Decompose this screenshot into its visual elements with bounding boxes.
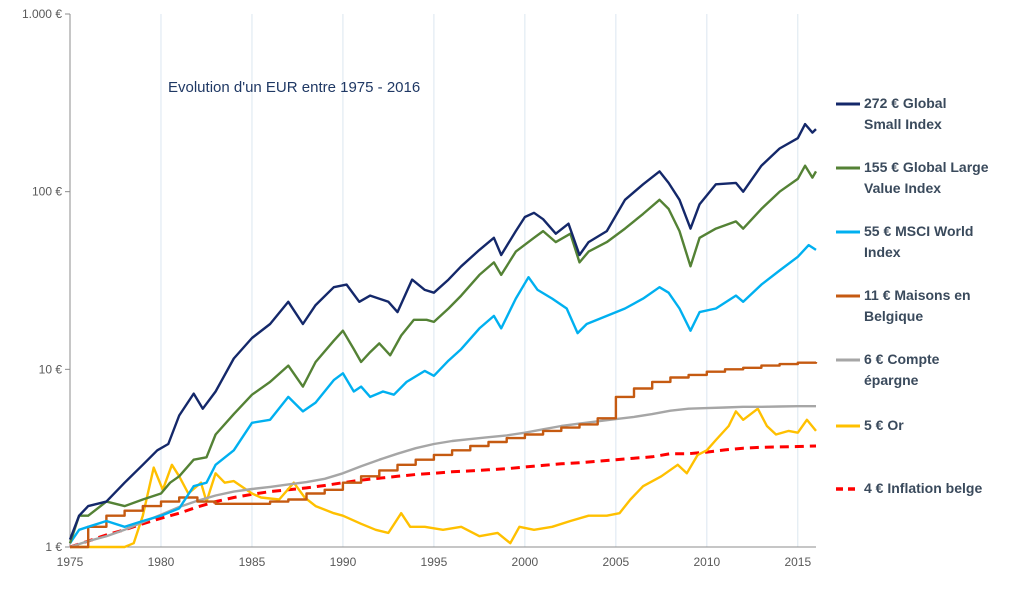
x-tick-label: 2015 bbox=[784, 555, 811, 569]
y-tick-label: 10 € bbox=[39, 362, 63, 376]
series-line-or bbox=[70, 407, 817, 549]
legend-label: Index bbox=[864, 244, 901, 260]
chart-title: Evolution d'un EUR entre 1975 - 2016 bbox=[168, 79, 420, 96]
series-layer bbox=[68, 122, 818, 549]
legend-label: 11 € Maisons en bbox=[864, 287, 971, 303]
y-tick-label: 100 € bbox=[32, 185, 62, 199]
legend-label: 155 € Global Large bbox=[864, 159, 989, 175]
legend-label: 55 € MSCI World bbox=[864, 223, 973, 239]
legend-label: 5 € Or bbox=[864, 417, 904, 433]
legend-label: Belgique bbox=[864, 308, 923, 324]
legend-label: 6 € Compte bbox=[864, 351, 940, 367]
x-tick-label: 1990 bbox=[330, 555, 357, 569]
x-tick-label: 2000 bbox=[512, 555, 539, 569]
x-tick-label: 1980 bbox=[148, 555, 175, 569]
series-line-msci-world-index bbox=[69, 243, 817, 544]
y-tick-label: 1.000 € bbox=[22, 7, 62, 21]
x-tick-label: 1985 bbox=[239, 555, 266, 569]
legend-label: Small Index bbox=[864, 116, 942, 132]
x-tick-label: 2005 bbox=[603, 555, 630, 569]
series-line-inflation-belge bbox=[69, 444, 817, 549]
legend-label: 4 € Inflation belge bbox=[864, 480, 982, 496]
x-tick-label: 1995 bbox=[421, 555, 448, 569]
x-tick-label: 1975 bbox=[57, 555, 84, 569]
y-tick-label: 1 € bbox=[45, 540, 62, 554]
series-line-maisons-en-belgique bbox=[70, 361, 818, 549]
gridlines bbox=[160, 14, 799, 547]
x-tick-label: 2010 bbox=[693, 555, 720, 569]
series-line-compte-pargne bbox=[69, 405, 816, 549]
legend-label: épargne bbox=[864, 372, 919, 388]
series-line-global-large-value-index bbox=[68, 164, 818, 544]
legend-label: 272 € Global bbox=[864, 95, 946, 111]
series-line-global-small-index bbox=[68, 122, 817, 541]
legend: 272 € Global Small Index 155 € Global Larg… bbox=[836, 95, 989, 496]
legend-label: Value Index bbox=[864, 180, 941, 196]
axes: 1975 1980 1985 1990 1995 2000 2005 2010 2015 1 € 1… bbox=[22, 7, 816, 569]
